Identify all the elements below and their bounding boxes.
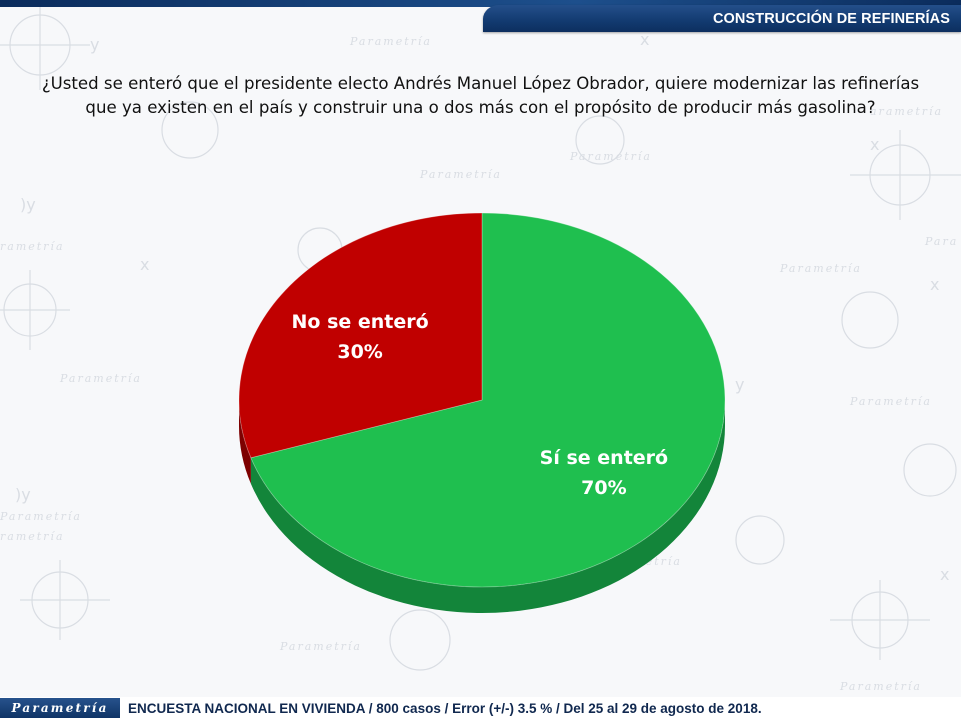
- svg-text:x: x: [640, 30, 649, 49]
- svg-text:y: y: [735, 375, 744, 394]
- svg-text:Parametría: Parametría: [0, 510, 82, 523]
- pie-side-walls: [239, 400, 726, 614]
- pie-slices: [238, 212, 726, 588]
- svg-text:rametría: rametría: [0, 530, 65, 543]
- svg-text:x: x: [940, 565, 949, 584]
- slice-1-side: [239, 400, 251, 484]
- svg-text:x: x: [870, 135, 879, 154]
- svg-text:Parametría: Parametría: [59, 372, 142, 385]
- svg-text:Parametría: Parametría: [779, 262, 862, 275]
- footer-survey-note: ENCUESTA NACIONAL EN VIVIENDA / 800 caso…: [128, 701, 762, 716]
- question-line-2: que ya existen en el país y construir un…: [85, 98, 876, 117]
- slice-1-label: No se enteró: [292, 311, 429, 333]
- pie-labels: Sí se enteró 70% No se enteró 30%: [292, 311, 669, 499]
- slice-0: [250, 212, 726, 588]
- footer-band: [0, 697, 961, 721]
- slice-1: [238, 212, 483, 459]
- svg-text:x: x: [930, 275, 939, 294]
- svg-text:Parametría: Parametría: [349, 35, 432, 48]
- svg-text:x: x: [140, 255, 149, 274]
- svg-text:Para: Para: [924, 235, 958, 248]
- svg-text:rametría: rametría: [0, 240, 65, 253]
- top-strip: [0, 0, 961, 7]
- svg-text:arametría: arametría: [870, 105, 943, 118]
- slice-1-value-label: 30%: [337, 341, 382, 363]
- footer-brand: Parametría: [11, 701, 109, 715]
- svg-text:Parametría: Parametría: [279, 640, 362, 653]
- svg-text:)y: )y: [20, 195, 36, 214]
- svg-text:)y: )y: [15, 485, 31, 504]
- question-line-1: ¿Usted se enteró que el presidente elect…: [41, 74, 920, 93]
- svg-text:Parametría: Parametría: [839, 680, 922, 693]
- svg-text:Parametría: Parametría: [569, 150, 652, 163]
- header-banner: CONSTRUCCIÓN DE REFINERÍAS: [483, 5, 961, 32]
- page-title: CONSTRUCCIÓN DE REFINERÍAS: [712, 10, 950, 27]
- svg-text:y: y: [90, 35, 99, 54]
- svg-text:Parametría: Parametría: [849, 395, 932, 408]
- footer-brand-logo: Parametría: [0, 698, 120, 718]
- svg-text:Parametría: Parametría: [419, 168, 502, 181]
- slice-0-label: Sí se enteró: [540, 447, 668, 469]
- survey-question: ¿Usted se enteró que el presidente elect…: [30, 72, 931, 120]
- slice-0-value-label: 70%: [581, 477, 626, 499]
